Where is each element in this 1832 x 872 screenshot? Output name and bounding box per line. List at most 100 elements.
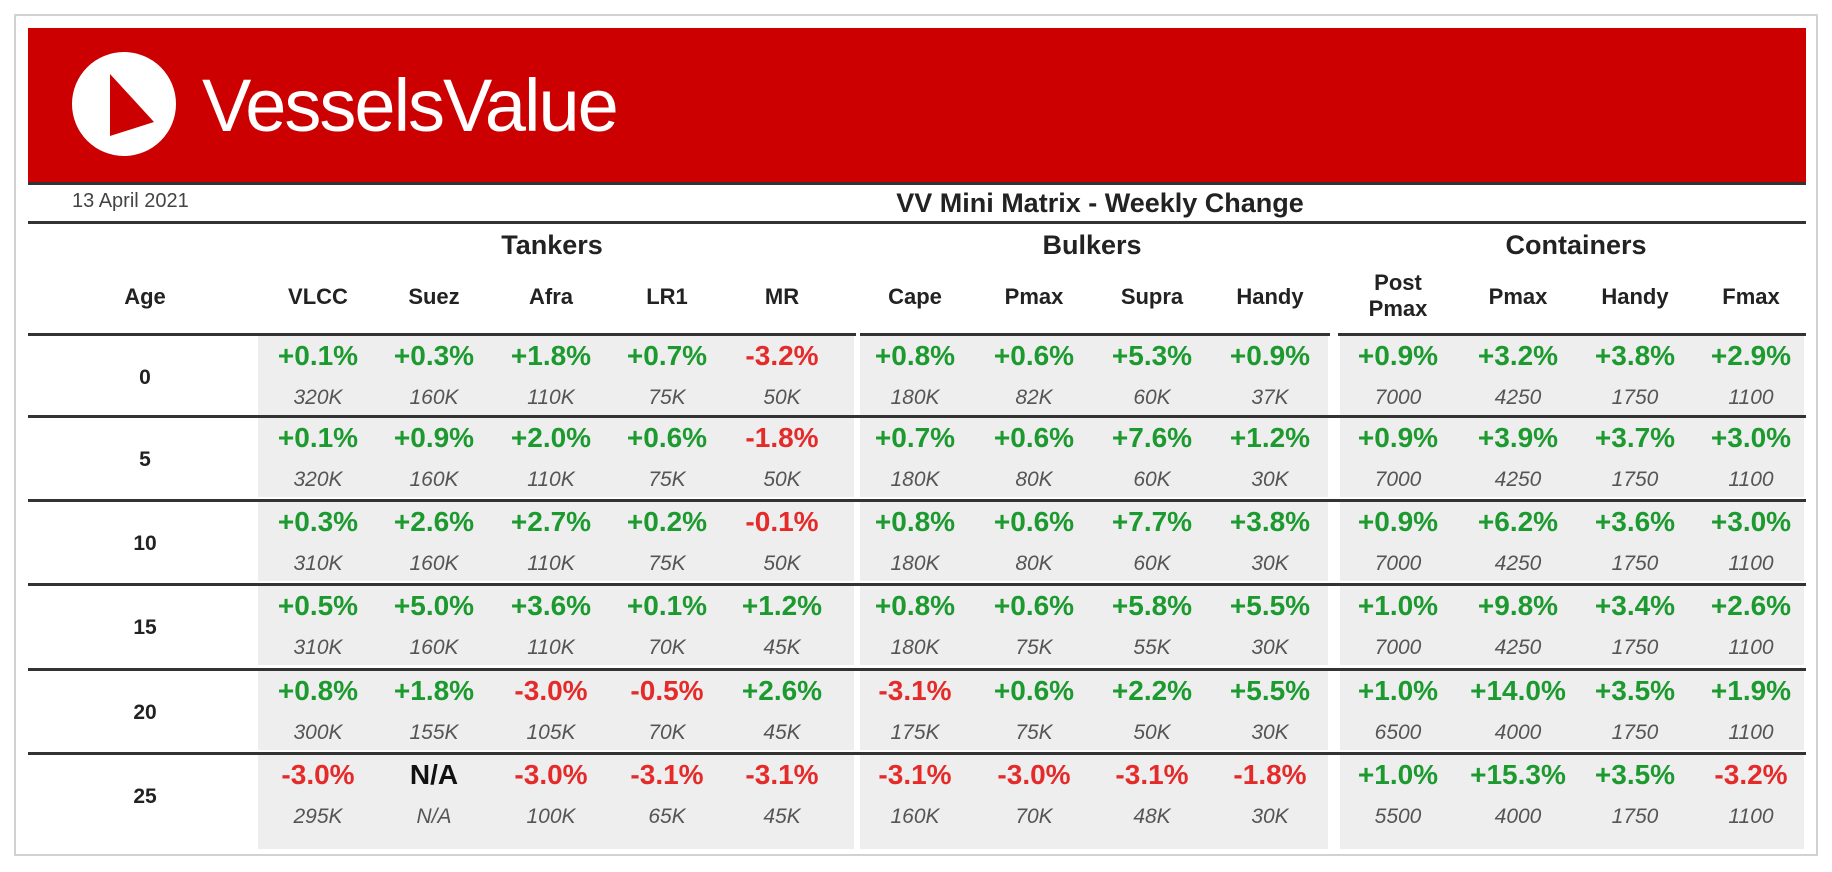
vessel-size-cell: 30K: [1251, 805, 1289, 828]
weekly-change-cell: +7.6%: [1111, 422, 1193, 453]
weekly-change-cell: +0.7%: [626, 340, 708, 371]
shade-block: [258, 755, 854, 849]
weekly-change-cell: -3.0%: [514, 675, 588, 706]
shade-block: [258, 671, 854, 750]
weekly-change-cell: N/A: [409, 759, 459, 790]
vessel-size-cell: 310K: [293, 552, 343, 575]
vessel-size-cell: 160K: [409, 636, 459, 659]
weekly-change-cell: +3.9%: [1477, 422, 1559, 453]
column-header: Handy: [1601, 284, 1669, 309]
column-header: Post Pmax: [1368, 270, 1428, 321]
header-rule: [28, 182, 1806, 185]
weekly-change-cell: +3.7%: [1594, 422, 1676, 453]
weekly-change-cell: +5.3%: [1111, 340, 1193, 371]
weekly-change-cell: +0.9%: [1357, 422, 1439, 453]
title-rule: [28, 221, 1806, 224]
vessel-size-cell: 75K: [1015, 721, 1053, 744]
header-banner: [28, 28, 1806, 182]
weekly-change-cell: +5.5%: [1229, 675, 1311, 706]
vessel-size-cell: 320K: [293, 386, 343, 409]
shade-block: [258, 586, 854, 665]
weekly-change-cell: +2.6%: [1710, 590, 1792, 621]
vessel-size-cell: 70K: [648, 636, 686, 659]
vessel-size-cell: 1100: [1728, 721, 1774, 744]
vessel-size-cell: 6500: [1374, 721, 1422, 744]
group-bulkers: Bulkers: [1042, 230, 1142, 260]
vessel-size-cell: 180K: [890, 552, 940, 575]
age-value: 15: [133, 616, 157, 639]
column-header: VLCC: [288, 284, 348, 309]
vessel-size-cell: 160K: [409, 468, 459, 491]
shade-block: [1340, 418, 1804, 497]
vessel-size-cell: 1750: [1611, 805, 1659, 828]
weekly-change-cell: +1.9%: [1710, 675, 1792, 706]
page-title: VV Mini Matrix - Weekly Change: [896, 188, 1304, 218]
weekly-change-cell: +5.0%: [393, 590, 475, 621]
vessel-size-cell: 75K: [648, 468, 686, 491]
vessel-size-cell: 110K: [527, 468, 575, 491]
vessel-size-cell: 75K: [648, 386, 686, 409]
weekly-change-cell: +2.9%: [1710, 340, 1792, 371]
weekly-change-cell: +3.5%: [1594, 675, 1676, 706]
vessel-size-cell: 110K: [527, 552, 575, 575]
vessel-size-cell: N/A: [416, 805, 452, 828]
vessel-size-cell: 4250: [1494, 468, 1542, 491]
vessel-size-cell: 180K: [890, 468, 940, 491]
vessel-size-cell: 37K: [1251, 386, 1289, 409]
weekly-change-cell: +2.0%: [510, 422, 592, 453]
weekly-change-cell: +0.6%: [626, 422, 708, 453]
weekly-change-cell: +3.0%: [1710, 422, 1792, 453]
row-divider: [1338, 333, 1806, 336]
vessel-size-cell: 1100: [1728, 468, 1774, 491]
column-header: Afra: [528, 284, 573, 309]
vessel-size-cell: 4250: [1494, 636, 1542, 659]
row-divider: [860, 333, 1330, 336]
age-value: 0: [139, 366, 151, 389]
vessel-size-cell: 110K: [527, 636, 575, 659]
brand-name: VesselsValue: [202, 64, 619, 147]
vessel-size-cell: 50K: [763, 386, 801, 409]
vessel-size-cell: 45K: [763, 805, 801, 828]
weekly-change-cell: +1.0%: [1357, 759, 1439, 790]
report-date: 13 April 2021: [72, 190, 189, 212]
weekly-change-cell: +14.0%: [1470, 675, 1566, 706]
row-divider: [28, 668, 1806, 671]
vessel-size-cell: 4250: [1494, 552, 1542, 575]
vessel-size-cell: 70K: [648, 721, 686, 744]
group-tankers: Tankers: [501, 230, 603, 260]
weekly-change-cell: +0.8%: [874, 590, 956, 621]
vessel-size-cell: 50K: [763, 552, 801, 575]
vessel-size-cell: 75K: [1015, 636, 1053, 659]
vessel-size-cell: 5500: [1374, 805, 1422, 828]
weekly-change-cell: +2.6%: [741, 675, 823, 706]
vessel-size-cell: 80K: [1015, 552, 1053, 575]
vessel-size-cell: 1750: [1611, 386, 1659, 409]
weekly-change-cell: +0.1%: [277, 340, 359, 371]
vessel-size-cell: 55K: [1133, 636, 1171, 659]
vessel-size-cell: 48K: [1133, 805, 1171, 828]
row-divider: [28, 499, 1806, 502]
weekly-change-cell: -3.0%: [281, 759, 355, 790]
weekly-change-cell: +3.0%: [1710, 506, 1792, 537]
shade-block: [1340, 586, 1804, 665]
vessel-size-cell: 30K: [1251, 721, 1289, 744]
vessel-size-cell: 1750: [1611, 468, 1659, 491]
group-containers: Containers: [1505, 230, 1647, 260]
weekly-change-cell: +0.6%: [993, 422, 1075, 453]
weekly-change-cell: +0.2%: [626, 506, 708, 537]
weekly-change-cell: +6.2%: [1477, 506, 1559, 537]
shade-block: [258, 336, 854, 415]
vessel-size-cell: 160K: [890, 805, 940, 828]
vessel-size-cell: 1100: [1728, 552, 1774, 575]
column-header: Handy: [1236, 284, 1304, 309]
vessel-size-cell: 4250: [1494, 386, 1542, 409]
vessel-size-cell: 320K: [293, 468, 343, 491]
weekly-change-cell: -0.1%: [745, 506, 819, 537]
weekly-change-cell: +0.1%: [277, 422, 359, 453]
vessel-size-cell: 175K: [890, 721, 940, 744]
row-divider: [28, 333, 856, 336]
weekly-change-cell: -3.2%: [745, 340, 819, 371]
weekly-change-cell: -3.1%: [878, 759, 952, 790]
weekly-change-cell: +1.0%: [1357, 590, 1439, 621]
shade-block: [860, 418, 1328, 497]
